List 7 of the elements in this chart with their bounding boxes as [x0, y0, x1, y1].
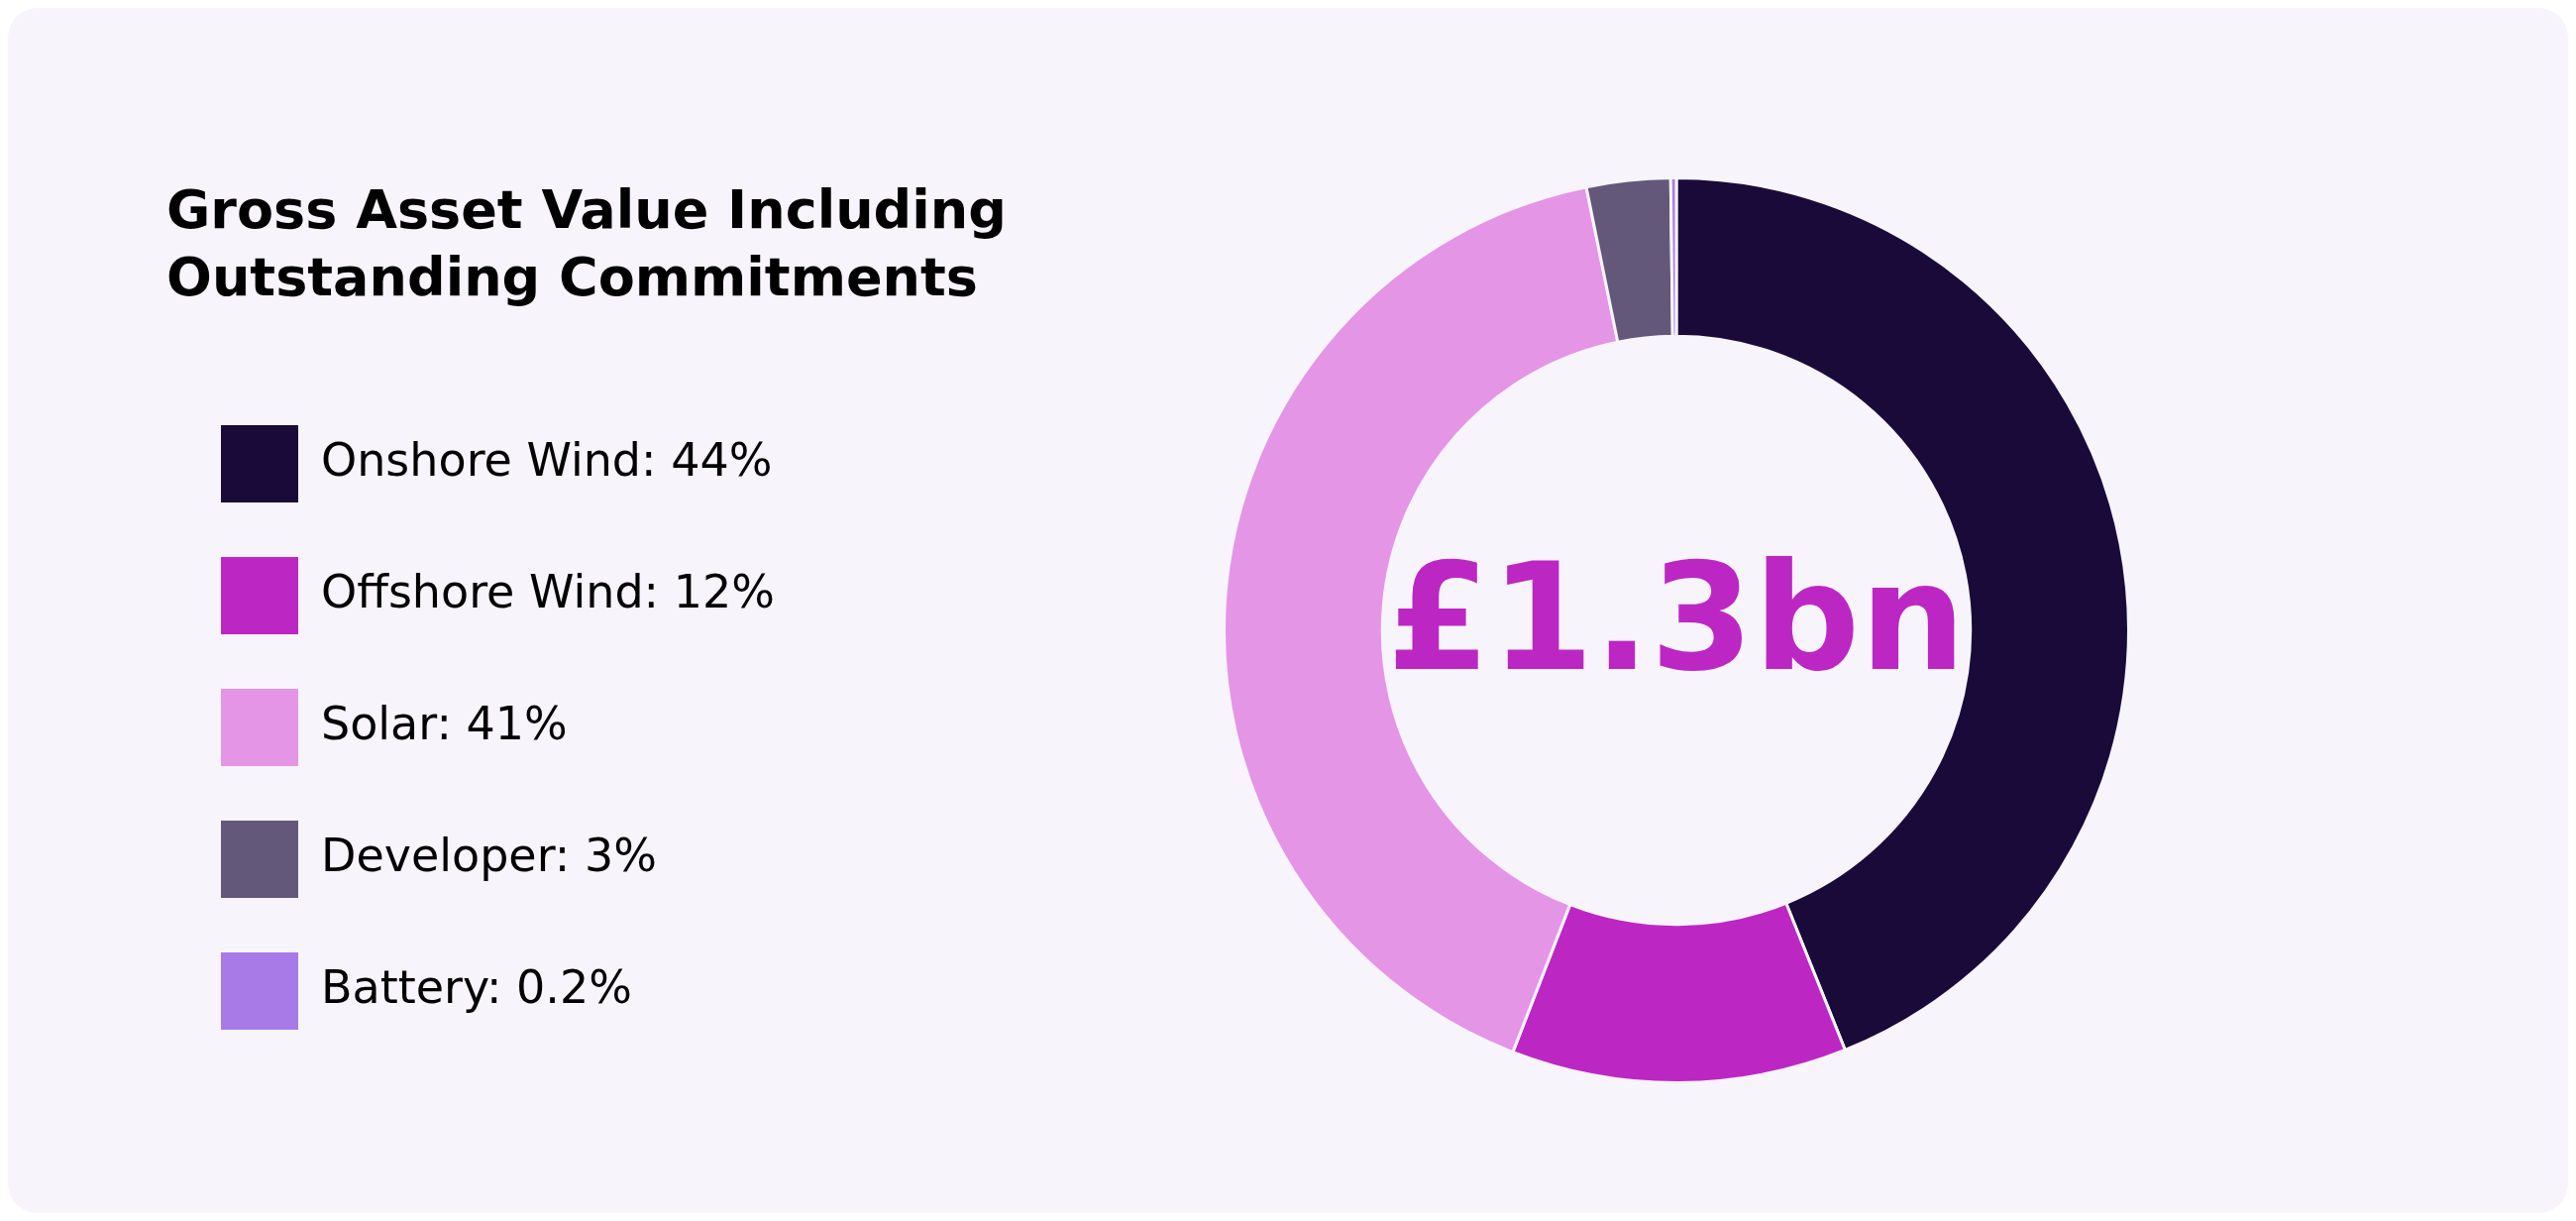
- text: Gross Asset Value Including Outstanding Commitments: [166, 177, 1008, 310]
- text: £1.3bn: [1386, 530, 1967, 704]
- legend-label: Developer: 3%: [321, 828, 657, 882]
- legend-label: Battery: 0.2%: [321, 959, 632, 1014]
- legend-label: Onshore Wind: 44%: [321, 432, 773, 487]
- legend-label: Offshore Wind: 12%: [321, 564, 775, 618]
- legend-label: Solar: 41%: [321, 696, 568, 750]
